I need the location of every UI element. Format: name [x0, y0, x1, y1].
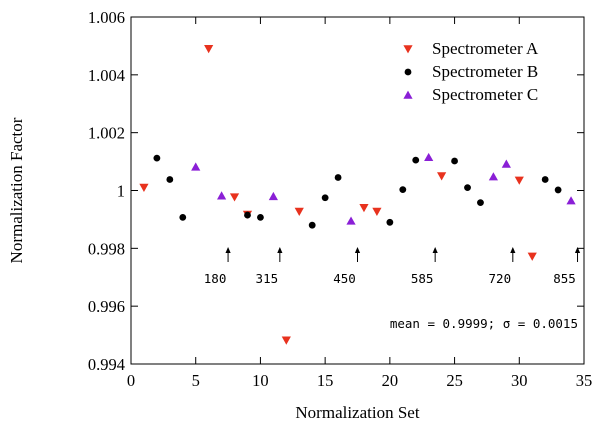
data-point — [372, 207, 382, 217]
data-point — [334, 174, 342, 181]
legend-label: Spectrometer A — [432, 39, 539, 58]
marker-arrow-head — [277, 247, 283, 253]
marker-arrow-head — [510, 247, 516, 253]
data-point — [424, 152, 434, 162]
data-point — [554, 186, 562, 194]
sample-markers: 180 315 450 585 720 855 — [204, 247, 581, 286]
legend-marker — [403, 45, 413, 54]
data-point — [477, 199, 484, 207]
data-point — [464, 184, 471, 192]
x-tick-label: 30 — [511, 371, 528, 390]
legend: Spectrometer A Spectrometer B Spectrometer… — [403, 39, 539, 104]
marker-label: 315 — [256, 271, 279, 286]
data-point — [451, 157, 458, 165]
data-point — [217, 191, 227, 200]
legend-marker — [404, 68, 412, 76]
x-tick-label: 5 — [192, 371, 200, 390]
data-point — [257, 213, 264, 221]
data-point — [204, 45, 214, 54]
x-tick-label: 10 — [252, 371, 269, 390]
x-tick-label: 15 — [317, 371, 334, 390]
marker-arrow-head — [354, 247, 361, 253]
legend-label: Spectrometer C — [432, 85, 538, 104]
legend-label: Spectrometer B — [432, 62, 538, 81]
data-point — [308, 221, 316, 229]
y-tick-label: 0.994 — [88, 355, 125, 374]
axis-ticks: 0 5 10 15 20 25 30 35 0.994 0.996 0.998 1 1.002 1.004… — [88, 8, 592, 390]
marker-label: 450 — [333, 271, 356, 286]
data-point — [166, 176, 174, 183]
data-points — [139, 45, 576, 345]
data-point — [294, 207, 304, 217]
data-point — [514, 176, 524, 185]
data-point — [268, 191, 278, 201]
marker-label: 720 — [489, 271, 512, 286]
data-point — [566, 196, 576, 205]
data-point — [501, 159, 511, 168]
x-tick-label: 0 — [127, 371, 135, 390]
data-point — [179, 213, 187, 221]
legend-marker — [403, 90, 413, 99]
y-tick-label: 1.002 — [88, 124, 125, 143]
data-point — [412, 156, 420, 164]
y-tick-label: 1.006 — [88, 8, 125, 27]
data-point — [153, 154, 161, 162]
data-point — [244, 211, 251, 219]
marker-label: 585 — [411, 271, 434, 286]
marker-arrow-head — [574, 247, 581, 253]
stats-annotation: mean = 0.9999; σ = 0.0015 — [390, 316, 578, 331]
data-point — [281, 336, 291, 345]
x-tick-label: 35 — [576, 371, 593, 390]
data-point — [321, 194, 329, 202]
x-tick-label: 20 — [382, 371, 399, 390]
data-point — [191, 162, 201, 171]
y-axis-label: Normalization Factor — [7, 117, 26, 263]
data-point — [346, 216, 356, 225]
marker-arrow-head — [432, 247, 438, 253]
data-point — [527, 252, 537, 261]
data-point — [139, 183, 149, 193]
x-tick-label: 25 — [446, 371, 463, 390]
data-point — [541, 176, 549, 183]
marker-label: 855 — [553, 271, 576, 286]
marker-label: 180 — [204, 271, 227, 286]
data-point — [229, 193, 240, 202]
y-tick-label: 0.996 — [88, 297, 125, 316]
data-point — [437, 172, 447, 181]
data-point — [386, 218, 394, 226]
y-tick-label: 1.004 — [88, 66, 125, 85]
data-point — [399, 186, 407, 194]
marker-arrow-head — [225, 247, 231, 253]
data-point — [359, 204, 369, 213]
y-tick-label: 1 — [117, 182, 125, 201]
y-tick-label: 0.998 — [88, 239, 125, 258]
data-point — [488, 172, 498, 181]
x-axis-label: Normalization Set — [295, 403, 419, 422]
